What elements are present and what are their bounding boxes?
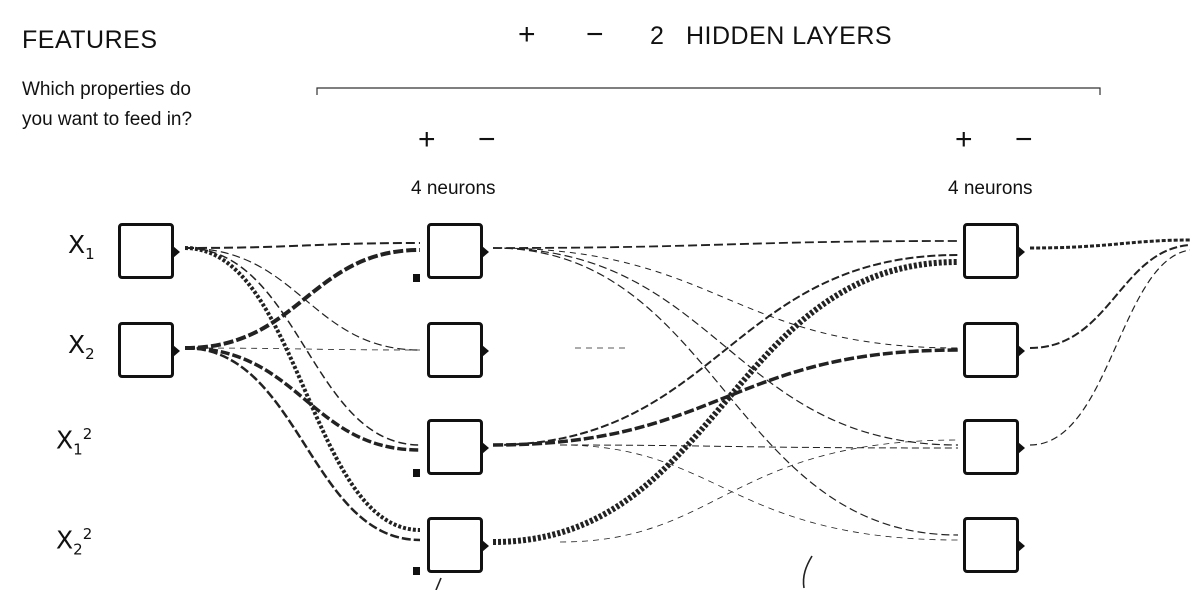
- layer2-neurons-label: 4 neurons: [948, 178, 1033, 199]
- layer1-neuron-4[interactable]: [427, 517, 489, 573]
- node-output-arrow: [173, 246, 180, 258]
- node-output-arrow: [1018, 540, 1025, 552]
- hidden-layers-bracket: [316, 87, 1101, 95]
- layer1-neurons-label: 4 neurons: [411, 178, 496, 199]
- link-h2n2-out[interactable]: [1029, 244, 1190, 349]
- layers-label: HIDDEN LAYERS: [686, 22, 893, 50]
- link-h1n3-h2n1[interactable]: [492, 254, 959, 446]
- node-output-arrow: [482, 540, 489, 552]
- link-h1n1-h2n3[interactable]: [492, 247, 959, 446]
- link-x1-h1n1[interactable]: [184, 242, 421, 249]
- cursor-mark-small: [435, 577, 442, 590]
- layer1-neuron-1-bias[interactable]: [413, 274, 420, 282]
- remove-layer-button[interactable]: −: [586, 18, 604, 51]
- feature-label-x2-squared: X22: [56, 525, 93, 559]
- link-x2-h1n4[interactable]: [184, 346, 421, 542]
- link-x2-h1n3[interactable]: [184, 346, 421, 452]
- layer1-neuron-3-bias[interactable]: [413, 469, 420, 477]
- link-x2-h1n2[interactable]: [184, 347, 421, 351]
- node-output-arrow: [482, 246, 489, 258]
- feature-node-x1[interactable]: [118, 223, 180, 279]
- layer2-neuron-4[interactable]: [963, 517, 1025, 573]
- features-description: Which properties do you want to feed in?: [22, 79, 193, 130]
- node-output-arrow: [1018, 442, 1025, 454]
- link-h1n1-h2n4[interactable]: [492, 247, 959, 536]
- layer2-remove-neuron-button[interactable]: −: [1015, 123, 1033, 156]
- layer1-add-neuron-button[interactable]: +: [418, 123, 436, 156]
- layer2-neuron-2[interactable]: [963, 322, 1025, 378]
- link-h1n3-h2n3[interactable]: [559, 444, 959, 449]
- link-x2-h1n1[interactable]: [184, 248, 421, 350]
- layer2-add-neuron-button[interactable]: +: [955, 123, 973, 156]
- layer1-neuron-4-bias[interactable]: [413, 567, 420, 575]
- layer1-remove-neuron-button[interactable]: −: [478, 123, 496, 156]
- link-h1n1-h2n1[interactable]: [492, 240, 959, 249]
- link-x1-h1n4[interactable]: [184, 246, 421, 532]
- link-x1-h1n3[interactable]: [184, 247, 421, 446]
- layer1-neuron-1[interactable]: [427, 223, 489, 279]
- link-h1n1-h2n2[interactable]: [492, 247, 959, 349]
- link-h2n3-out[interactable]: [1029, 249, 1190, 446]
- feature-label-x2: X2: [68, 330, 95, 363]
- link-h1n4-h2n1[interactable]: [492, 259, 959, 545]
- layer1-neuron-2[interactable]: [427, 322, 489, 378]
- features-title: FEATURES: [22, 26, 158, 54]
- cursor-mark: [802, 555, 813, 589]
- layers-count: 2: [650, 22, 665, 50]
- node-output-arrow: [1018, 246, 1025, 258]
- link-h1n3-h2n4[interactable]: [559, 444, 959, 541]
- node-output-arrow: [1018, 345, 1025, 357]
- node-output-arrow: [482, 345, 489, 357]
- link-h2n1-out[interactable]: [1029, 238, 1190, 250]
- feature-node-x2[interactable]: [118, 322, 180, 378]
- layer2-neuron-1[interactable]: [963, 223, 1025, 279]
- layer2-neuron-3[interactable]: [963, 419, 1025, 475]
- node-output-arrow: [482, 442, 489, 454]
- node-output-arrow: [173, 345, 180, 357]
- feature-label-x1-squared: X12: [56, 425, 93, 459]
- feature-label-x1: X1: [68, 230, 95, 263]
- add-layer-button[interactable]: +: [518, 18, 536, 51]
- link-h1n4-h2n3[interactable]: [559, 439, 959, 543]
- layer1-neuron-3[interactable]: [427, 419, 489, 475]
